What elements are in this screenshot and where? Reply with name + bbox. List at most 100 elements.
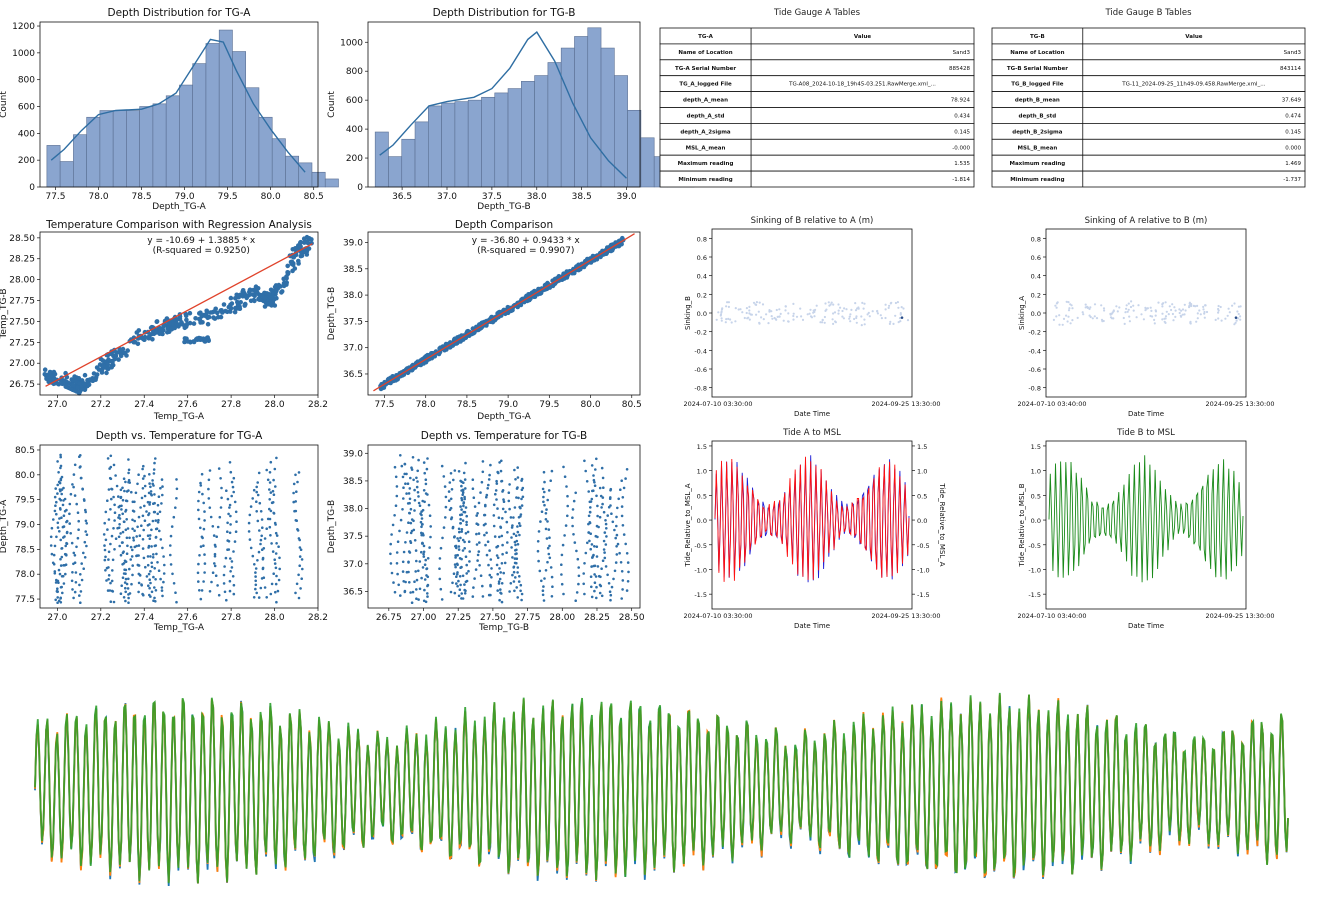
- data-point: [775, 308, 778, 312]
- data-point: [234, 510, 238, 514]
- data-point: [894, 314, 897, 317]
- data-point: [131, 509, 135, 513]
- data-point: [518, 524, 522, 527]
- data-point: [59, 466, 62, 470]
- data-point: [147, 546, 150, 549]
- data-point: [450, 488, 454, 491]
- data-point: [274, 531, 278, 535]
- data-point: [819, 321, 822, 324]
- data-point: [495, 479, 498, 483]
- plot-frame: [367, 231, 641, 396]
- y-tick-label: 1000: [340, 38, 363, 48]
- data-point: [536, 540, 540, 543]
- data-point: [459, 505, 462, 508]
- data-point: [566, 494, 569, 498]
- data-point: [148, 578, 151, 581]
- data-point: [1149, 314, 1152, 318]
- data-point: [453, 469, 457, 472]
- y-tick-label: 79.5: [15, 496, 35, 506]
- data-point: [175, 497, 178, 500]
- data-point: [146, 534, 150, 537]
- data-point: [79, 573, 82, 576]
- data-point: [220, 486, 223, 490]
- data-point: [425, 574, 428, 577]
- data-point: [513, 506, 517, 509]
- data-point: [146, 524, 150, 527]
- data-point: [83, 556, 87, 559]
- data-point: [855, 321, 858, 324]
- data-point: [50, 526, 54, 530]
- histogram-bar: [179, 84, 193, 188]
- data-point: [486, 540, 490, 543]
- data-point: [457, 539, 461, 543]
- data-point: [456, 571, 459, 574]
- table-value-cell: 78.924: [951, 98, 971, 104]
- data-point: [843, 307, 846, 310]
- data-point: [571, 516, 574, 519]
- y-tick-label: -1.0: [1028, 566, 1041, 574]
- y-tick-label: 36.5: [343, 587, 363, 597]
- data-point: [572, 533, 575, 536]
- data-point: [426, 493, 429, 496]
- data-point: [275, 574, 278, 578]
- y-tick-label: 0: [357, 183, 363, 193]
- data-point: [109, 581, 112, 585]
- data-point: [396, 572, 399, 576]
- scatter-points: [42, 234, 314, 396]
- data-point: [405, 472, 408, 476]
- data-point: [73, 494, 77, 497]
- histogram-bar: [324, 178, 339, 188]
- data-point: [479, 491, 482, 494]
- data-point: [610, 512, 613, 515]
- histogram-bar: [640, 137, 655, 188]
- data-point: [226, 539, 229, 542]
- x-tick-label: 77.5: [45, 192, 65, 202]
- data-point: [107, 558, 110, 561]
- data-point: [225, 489, 228, 493]
- data-point: [48, 374, 54, 379]
- data-point: [1126, 310, 1129, 313]
- data-point: [544, 569, 548, 572]
- data-point: [500, 582, 504, 585]
- data-point: [124, 599, 127, 603]
- data-point: [460, 528, 464, 531]
- data-point: [65, 520, 68, 524]
- data-point: [161, 485, 164, 488]
- data-point: [260, 518, 264, 521]
- data-point: [537, 559, 540, 563]
- data-point: [1174, 315, 1177, 318]
- data-point: [161, 594, 164, 598]
- data-point: [426, 592, 429, 595]
- data-point: [531, 289, 537, 294]
- data-point: [509, 516, 513, 519]
- data-point: [460, 597, 463, 600]
- data-point: [773, 316, 776, 320]
- data-point: [1069, 303, 1072, 306]
- y-tick-label: 38.0: [343, 291, 363, 301]
- data-point: [584, 551, 588, 555]
- data-point: [561, 543, 565, 547]
- data-point: [273, 562, 277, 565]
- data-point: [468, 550, 472, 553]
- data-point: [505, 520, 509, 524]
- data-point: [184, 317, 189, 323]
- data-point: [460, 484, 463, 488]
- y-tick-label: 78.5: [15, 545, 35, 555]
- data-point: [284, 274, 289, 280]
- data-point: [143, 484, 147, 488]
- data-point: [262, 576, 266, 579]
- table-key-cell: TG-A: [698, 34, 714, 40]
- data-point: [216, 584, 219, 587]
- data-point: [447, 490, 451, 493]
- data-point: [758, 321, 761, 324]
- data-point: [510, 307, 515, 313]
- data-point: [458, 557, 462, 560]
- data-point: [464, 461, 467, 465]
- data-point: [389, 562, 393, 565]
- y-tick-label: 0.4: [1031, 273, 1041, 281]
- x-axis-label: Depth_TG-A: [152, 202, 206, 212]
- data-point: [255, 485, 258, 489]
- data-point: [60, 547, 63, 550]
- data-point: [547, 528, 551, 531]
